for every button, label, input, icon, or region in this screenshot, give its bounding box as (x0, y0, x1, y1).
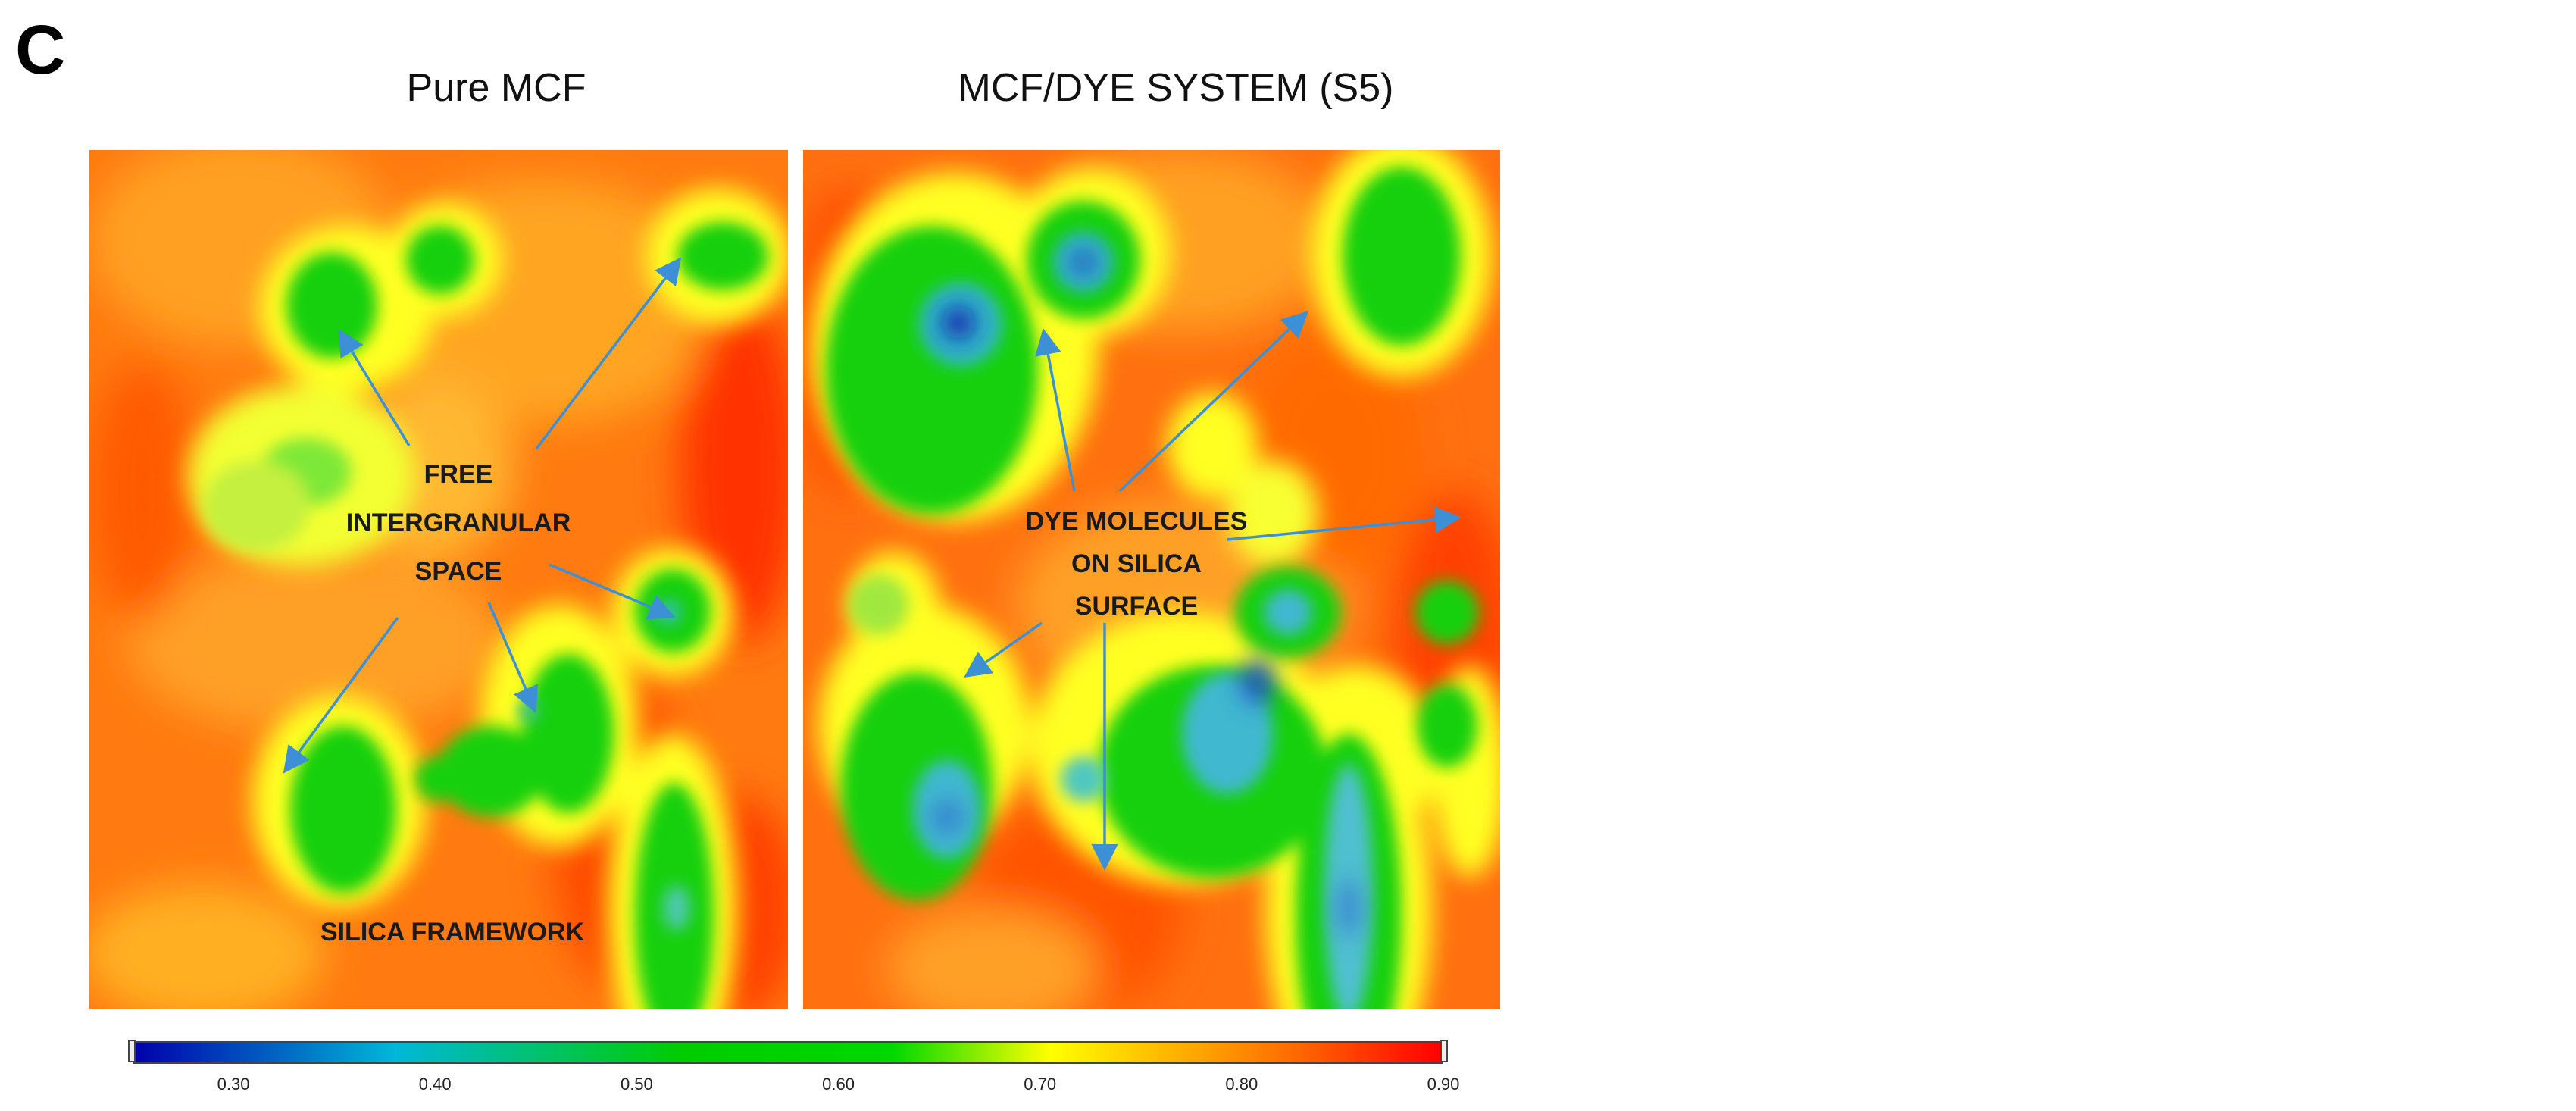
annotation-silica-framework: SILICA FRAMEWORK (320, 918, 585, 947)
panel-title-pure-mcf: Pure MCF (406, 66, 586, 110)
colorbar-tick-label: 0.40 (418, 1075, 452, 1094)
colorbar-tick-label: 0.80 (1225, 1075, 1258, 1094)
annotation-dye-molecules: DYE MOLECULES ON SILICA SURFACE (1026, 500, 1248, 627)
annotation-line-2: ON SILICA (1071, 549, 1202, 578)
annotation-line-1: DYE MOLECULES (1025, 507, 1248, 536)
colorbar-tick-label: 0.70 (1024, 1075, 1057, 1094)
panel-title-mcf-dye: MCF/DYE SYSTEM (S5) (958, 66, 1394, 110)
colorbar-tick-label: 0.50 (620, 1075, 653, 1094)
deep-blue-spots (933, 250, 1359, 938)
annotation-line-3: SPACE (414, 557, 502, 586)
panel-letter: C (15, 11, 66, 89)
colorbar-gradient (133, 1041, 1443, 1064)
colorbar-min-handle[interactable] (128, 1040, 136, 1062)
colorbar-tick-label: 0.60 (822, 1075, 855, 1094)
annotation-line-2: INTERGRANULAR (345, 509, 571, 537)
annotation-free-intergranular-space: FREE INTERGRANULAR SPACE (346, 450, 571, 596)
colorbar-tick-label: 0.30 (217, 1075, 250, 1094)
colorbar-tick-label: 0.90 (1427, 1075, 1460, 1094)
colorbar-max-handle[interactable] (1440, 1040, 1448, 1062)
colorbar (125, 1040, 1451, 1070)
annotation-line-1: FREE (424, 460, 493, 489)
annotation-line-3: SURFACE (1074, 592, 1199, 621)
